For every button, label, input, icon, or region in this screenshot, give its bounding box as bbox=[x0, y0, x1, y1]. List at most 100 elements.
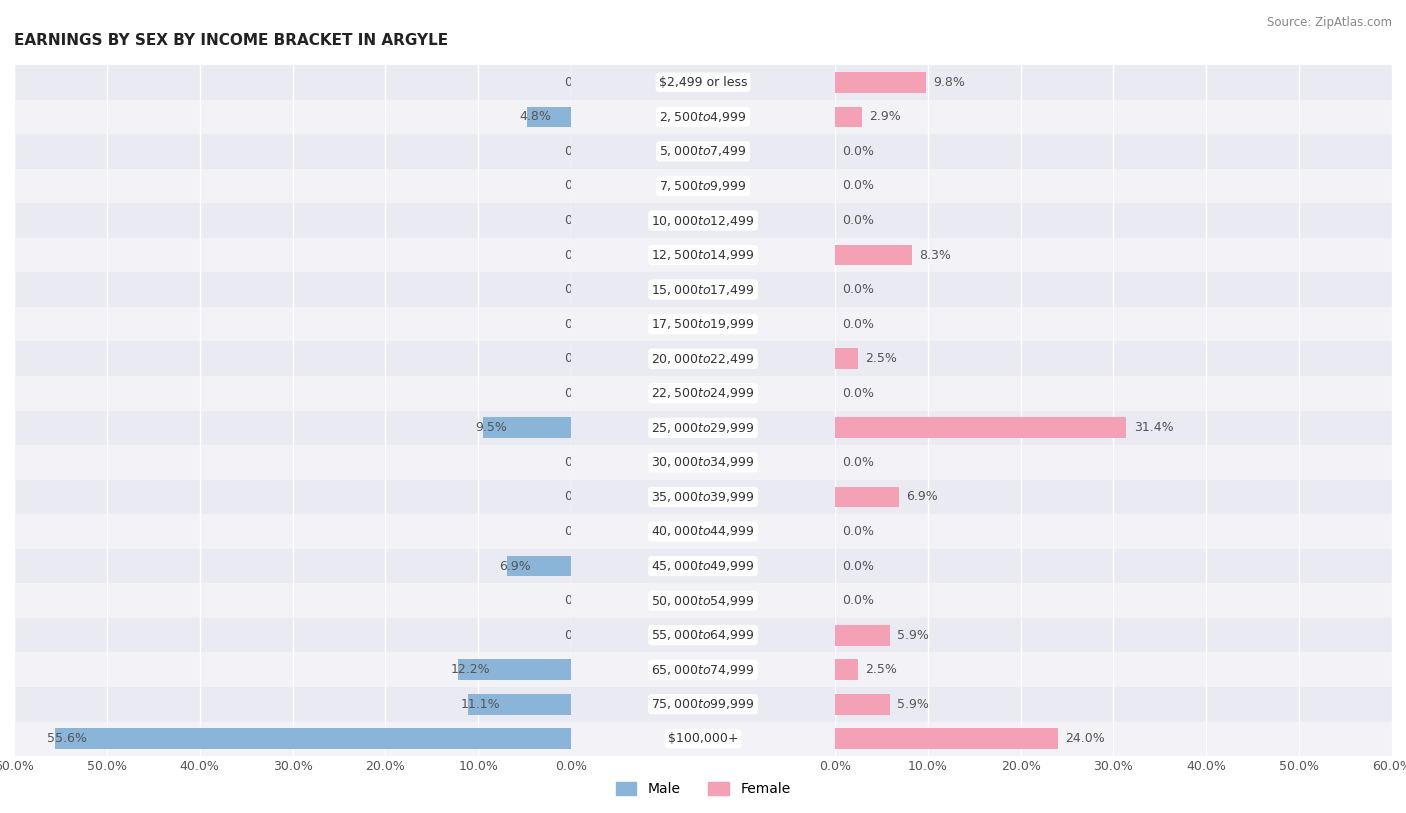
Text: 0.0%: 0.0% bbox=[564, 490, 596, 503]
Bar bbox=[0, 652, 1406, 687]
Text: $25,000 to $29,999: $25,000 to $29,999 bbox=[651, 421, 755, 435]
Text: 8.3%: 8.3% bbox=[920, 249, 952, 262]
Bar bbox=[0, 584, 1406, 618]
Text: 0.0%: 0.0% bbox=[564, 594, 596, 607]
Text: 4.8%: 4.8% bbox=[519, 111, 551, 124]
Bar bbox=[0, 272, 1406, 307]
Text: $17,500 to $19,999: $17,500 to $19,999 bbox=[651, 317, 755, 331]
Bar bbox=[458, 659, 571, 680]
Bar bbox=[0, 618, 1406, 652]
Text: $5,000 to $7,499: $5,000 to $7,499 bbox=[659, 145, 747, 159]
Text: $35,000 to $39,999: $35,000 to $39,999 bbox=[651, 490, 755, 504]
Bar bbox=[0, 549, 1406, 584]
Bar bbox=[0, 65, 1406, 99]
Bar bbox=[835, 349, 858, 369]
Text: 6.9%: 6.9% bbox=[907, 490, 938, 503]
Bar bbox=[0, 652, 1406, 687]
Bar bbox=[835, 418, 1126, 438]
Bar bbox=[0, 169, 1406, 203]
Bar bbox=[0, 480, 1406, 515]
Bar bbox=[482, 418, 571, 438]
Bar bbox=[835, 694, 890, 715]
Text: 0.0%: 0.0% bbox=[564, 180, 596, 193]
Text: 5.9%: 5.9% bbox=[897, 628, 929, 641]
Bar bbox=[0, 376, 1406, 411]
Text: 0.0%: 0.0% bbox=[842, 214, 875, 227]
Bar bbox=[0, 134, 1406, 169]
Bar bbox=[0, 134, 1406, 169]
Bar bbox=[0, 203, 1406, 237]
Text: $7,500 to $9,999: $7,500 to $9,999 bbox=[659, 179, 747, 193]
Bar bbox=[0, 272, 1406, 307]
Bar bbox=[0, 99, 1406, 134]
Bar bbox=[0, 169, 1406, 203]
Text: 0.0%: 0.0% bbox=[564, 249, 596, 262]
Bar bbox=[0, 584, 1406, 618]
Text: 0.0%: 0.0% bbox=[564, 525, 596, 538]
Bar bbox=[0, 237, 1406, 272]
Bar bbox=[0, 341, 1406, 376]
Text: 0.0%: 0.0% bbox=[842, 145, 875, 158]
Text: 0.0%: 0.0% bbox=[842, 594, 875, 607]
Text: $2,499 or less: $2,499 or less bbox=[659, 76, 747, 89]
Bar bbox=[0, 307, 1406, 341]
Text: 0.0%: 0.0% bbox=[842, 283, 875, 296]
Bar bbox=[0, 446, 1406, 480]
Bar bbox=[0, 65, 1406, 99]
Bar bbox=[0, 515, 1406, 549]
Text: 11.1%: 11.1% bbox=[461, 698, 501, 711]
Text: 2.5%: 2.5% bbox=[866, 352, 897, 365]
Bar bbox=[0, 687, 1406, 722]
Text: $55,000 to $64,999: $55,000 to $64,999 bbox=[651, 628, 755, 642]
Bar bbox=[835, 659, 858, 680]
Bar bbox=[55, 728, 571, 750]
Text: 0.0%: 0.0% bbox=[842, 180, 875, 193]
Bar bbox=[0, 618, 1406, 652]
Bar bbox=[0, 652, 1406, 687]
Bar bbox=[0, 515, 1406, 549]
Bar bbox=[835, 624, 890, 646]
Text: $40,000 to $44,999: $40,000 to $44,999 bbox=[651, 524, 755, 538]
Text: $45,000 to $49,999: $45,000 to $49,999 bbox=[651, 559, 755, 573]
Text: 5.9%: 5.9% bbox=[897, 698, 929, 711]
Text: $22,500 to $24,999: $22,500 to $24,999 bbox=[651, 386, 755, 400]
Text: 0.0%: 0.0% bbox=[564, 456, 596, 469]
Text: 0.0%: 0.0% bbox=[842, 456, 875, 469]
Text: 0.0%: 0.0% bbox=[564, 214, 596, 227]
Text: EARNINGS BY SEX BY INCOME BRACKET IN ARGYLE: EARNINGS BY SEX BY INCOME BRACKET IN ARG… bbox=[14, 33, 449, 47]
Bar bbox=[835, 107, 862, 127]
Bar bbox=[0, 446, 1406, 480]
Bar bbox=[0, 722, 1406, 756]
Text: $65,000 to $74,999: $65,000 to $74,999 bbox=[651, 663, 755, 676]
Text: 55.6%: 55.6% bbox=[48, 733, 87, 746]
Bar bbox=[0, 307, 1406, 341]
Text: 0.0%: 0.0% bbox=[564, 387, 596, 400]
Bar bbox=[0, 307, 1406, 341]
Text: 9.8%: 9.8% bbox=[934, 76, 965, 89]
Bar bbox=[835, 245, 912, 265]
Text: Source: ZipAtlas.com: Source: ZipAtlas.com bbox=[1267, 16, 1392, 29]
Bar bbox=[0, 618, 1406, 652]
Text: 0.0%: 0.0% bbox=[842, 525, 875, 538]
Text: 0.0%: 0.0% bbox=[564, 628, 596, 641]
Text: 0.0%: 0.0% bbox=[564, 76, 596, 89]
Text: $12,500 to $14,999: $12,500 to $14,999 bbox=[651, 248, 755, 262]
Bar bbox=[0, 722, 1406, 756]
Bar bbox=[0, 237, 1406, 272]
Bar bbox=[0, 549, 1406, 584]
Bar bbox=[508, 556, 571, 576]
Text: 2.9%: 2.9% bbox=[869, 111, 901, 124]
Bar bbox=[0, 515, 1406, 549]
Bar bbox=[526, 107, 571, 127]
Bar bbox=[0, 411, 1406, 446]
Text: 2.5%: 2.5% bbox=[866, 663, 897, 676]
Bar bbox=[0, 134, 1406, 169]
Bar bbox=[0, 99, 1406, 134]
Bar bbox=[0, 722, 1406, 756]
Bar bbox=[0, 411, 1406, 446]
Bar bbox=[0, 411, 1406, 446]
Bar bbox=[835, 728, 1057, 750]
Bar bbox=[0, 203, 1406, 237]
Text: 0.0%: 0.0% bbox=[564, 145, 596, 158]
Text: 31.4%: 31.4% bbox=[1133, 421, 1174, 434]
